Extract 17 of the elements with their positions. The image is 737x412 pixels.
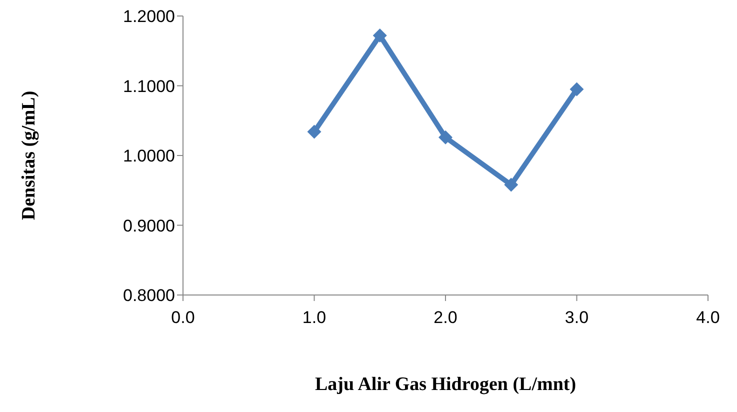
x-tick-label: 1.0 <box>302 308 326 328</box>
y-tick-label: 1.1000 <box>123 76 175 96</box>
x-tick-label: 0.0 <box>171 308 195 328</box>
point <box>504 178 518 192</box>
point <box>307 124 322 139</box>
y-tick-label: 1.2000 <box>123 7 175 26</box>
point <box>372 28 387 43</box>
point <box>570 82 584 96</box>
x-tick-label: 4.0 <box>696 308 720 328</box>
x-axis-title: Laju Alir Gas Hidrogen (L/mnt) <box>314 374 576 395</box>
y-tick-label: 0.9000 <box>123 216 175 236</box>
y-axis-title: Densitas (g/mL) <box>18 90 40 220</box>
x-tick-label: 2.0 <box>434 308 458 328</box>
x-tick-label: 3.0 <box>564 308 589 328</box>
y-tick-label: 1.0000 <box>123 146 175 166</box>
point <box>438 130 452 144</box>
y-tick-label: 0.8000 <box>123 286 175 306</box>
